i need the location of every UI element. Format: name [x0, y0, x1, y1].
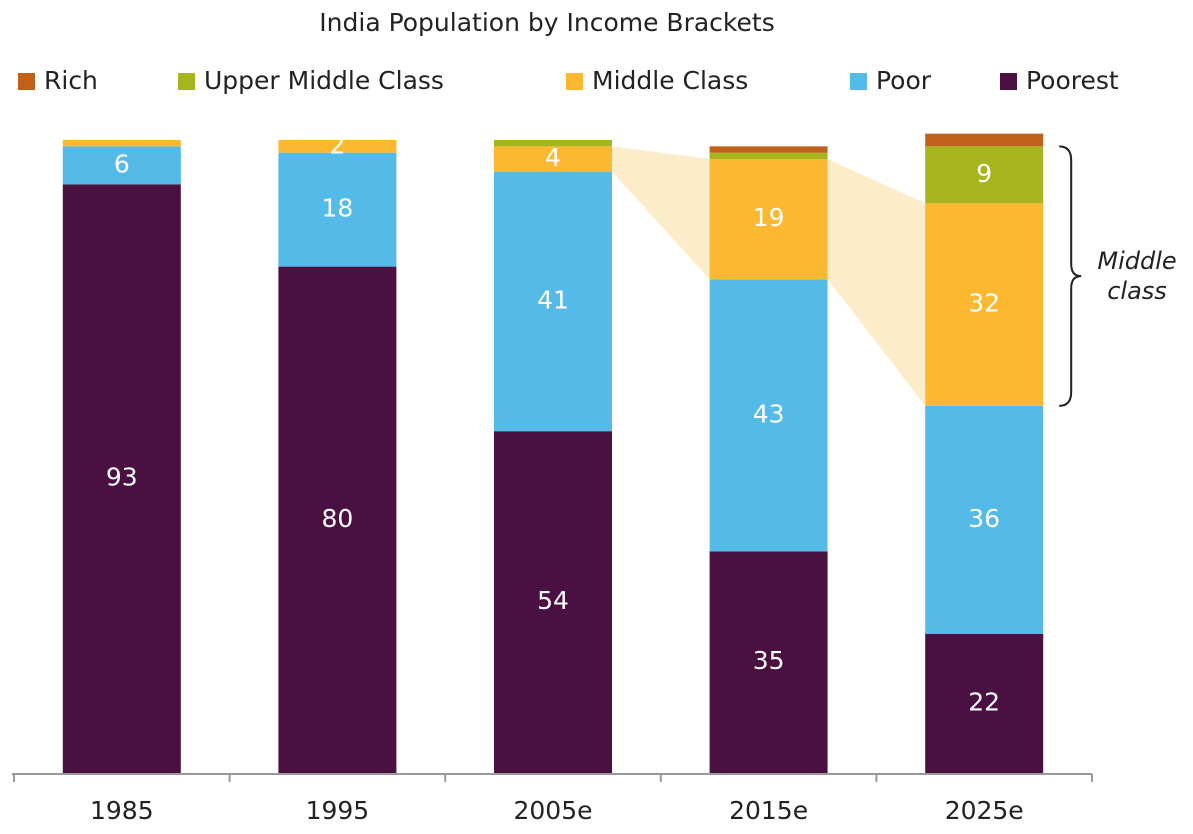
legend-label: Poorest [1026, 66, 1119, 95]
legend-swatch [1000, 73, 1017, 90]
legend-swatch [850, 73, 867, 90]
legend-label: Upper Middle Class [204, 66, 444, 95]
bar-segment [709, 551, 828, 773]
bar-segment [925, 633, 1044, 773]
legend-swatch [566, 73, 583, 90]
legend-label: Poor [876, 66, 932, 95]
legend-swatch [178, 73, 195, 90]
data-label: 36 [968, 504, 1000, 533]
x-tick-label: 2015e [729, 796, 808, 825]
data-label: 19 [753, 203, 785, 232]
data-label: 43 [753, 399, 785, 428]
bar-segment [709, 146, 828, 153]
bar-segment [278, 152, 397, 267]
bar-segment [925, 203, 1044, 406]
legend-label: Middle Class [592, 66, 748, 95]
data-label: 32 [968, 289, 1000, 318]
data-label: 35 [753, 646, 785, 675]
bar-segment [494, 171, 612, 432]
data-label: 54 [537, 586, 569, 615]
bar-segment [62, 140, 181, 147]
legend-swatch [18, 73, 35, 90]
bar-segment [494, 140, 612, 147]
bar-segment [62, 146, 181, 185]
brace [1059, 145, 1082, 407]
bar-segment [709, 158, 828, 280]
bar-segment [278, 266, 397, 773]
data-label: 93 [106, 463, 138, 492]
x-tick-label: 1985 [90, 796, 154, 825]
middle-class-shade [612, 146, 710, 280]
bar-segment [925, 146, 1044, 204]
bar-segment [62, 184, 181, 773]
data-label: 18 [321, 194, 353, 223]
data-label: 80 [321, 504, 353, 533]
chart-title: India Population by Income Brackets [319, 8, 774, 37]
bar-segment [278, 140, 397, 153]
x-tick-label: 2005e [513, 796, 592, 825]
bar-segment [709, 279, 828, 552]
bar-segment [709, 152, 828, 159]
bar-segment [925, 405, 1044, 634]
x-tick-label: 2025e [945, 796, 1024, 825]
bar-segment [494, 431, 612, 773]
data-label: 6 [114, 149, 130, 178]
legend-label: Rich [44, 66, 98, 95]
data-label: 22 [968, 687, 1000, 716]
x-tick-label: 1995 [306, 796, 370, 825]
data-label: 4 [545, 143, 561, 172]
data-label: 2 [329, 130, 345, 159]
bar-segment [494, 146, 612, 172]
annotation: Middle class [1097, 247, 1177, 305]
middle-class-shade [827, 158, 926, 406]
bar-segment [925, 133, 1044, 147]
data-label: 9 [976, 159, 992, 188]
data-label: 41 [537, 285, 569, 314]
